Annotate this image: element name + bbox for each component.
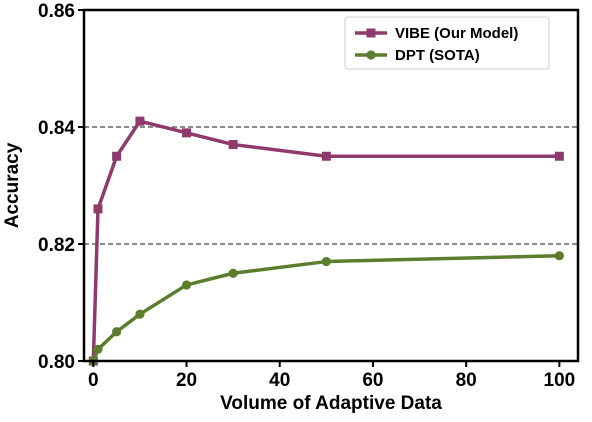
x-tick-label-5: 100	[544, 370, 576, 391]
series-layer	[88, 116, 564, 366]
y-tick-label-0: 0.80	[38, 352, 75, 373]
legend-marker-0	[366, 28, 376, 38]
data-point-1-4	[181, 280, 192, 290]
data-point-0-2	[112, 151, 122, 161]
data-point-1-2	[112, 327, 122, 337]
legend-item-1: DPT (SOTA)	[355, 47, 480, 64]
y-tick-label-1: 0.82	[38, 235, 75, 256]
x-tick-label-4: 80	[456, 370, 477, 391]
series-line-1	[91, 253, 560, 362]
data-point-1-7	[554, 251, 564, 261]
plot-frame	[82, 8, 580, 363]
legend-label-1: DPT (SOTA)	[395, 47, 480, 64]
data-point-1-1	[93, 344, 103, 354]
data-point-1-6	[321, 256, 331, 267]
data-point-0-4	[182, 128, 192, 138]
legend-marker-1	[366, 50, 376, 60]
x-axis-label: Volume of Adaptive Data	[220, 393, 442, 414]
y-axis-label: Accuracy	[2, 142, 23, 228]
x-tick-label-1: 20	[176, 370, 197, 391]
y-tick-label-3: 0.86	[38, 1, 75, 22]
y-tick-label-2: 0.84	[38, 118, 75, 139]
x-tick-label-0: 0	[88, 370, 99, 391]
x-tick-label-2: 40	[269, 370, 290, 391]
data-point-1-3	[135, 309, 145, 319]
axis-ticks: 0 20 40 60 80 100 0.80 0.82 0.84 0.86	[38, 1, 575, 391]
data-point-0-1	[93, 204, 103, 214]
legend-label-0: VIBE (Our Model)	[395, 25, 518, 42]
legend: VIBE (Our Model) DPT (SOTA)	[344, 16, 550, 70]
x-tick-label-3: 60	[362, 370, 383, 391]
grid-lines	[84, 126, 578, 245]
data-point-0-3	[135, 116, 145, 126]
data-point-0-7	[554, 151, 564, 161]
legend-items: VIBE (Our Model) DPT (SOTA)	[355, 25, 518, 64]
series-line-0	[91, 119, 560, 362]
legend-item-0: VIBE (Our Model)	[355, 25, 518, 42]
data-point-0-5	[228, 140, 238, 150]
data-point-1-5	[228, 268, 238, 278]
series-0	[88, 116, 564, 366]
data-point-0-6	[321, 151, 331, 161]
series-1	[88, 251, 564, 366]
legend-box	[344, 16, 550, 70]
